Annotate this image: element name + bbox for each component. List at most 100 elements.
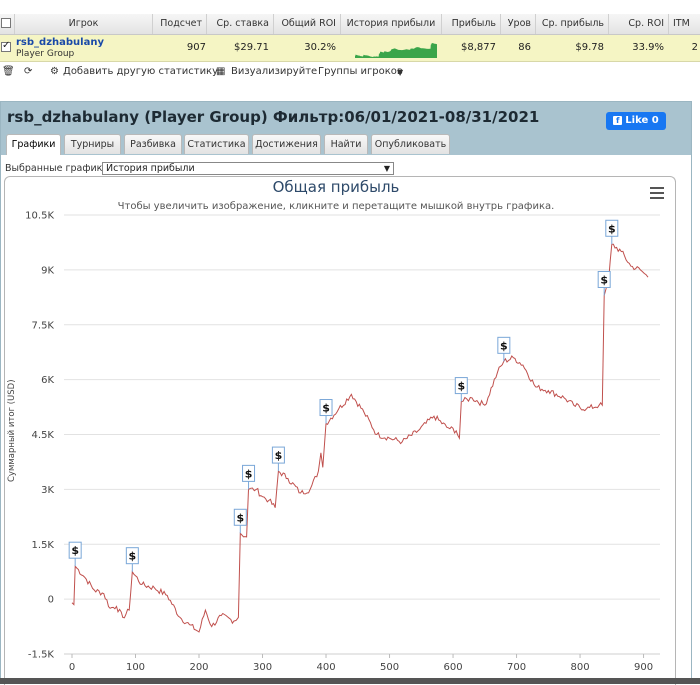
flag-box [319, 399, 333, 417]
tab-charts[interactable]: Графики [6, 134, 61, 155]
x-tick-label: 300 [253, 662, 272, 673]
player-panel: rsb_dzhabulany (Player Group) Фильтр:06/… [0, 101, 692, 685]
header-avg-profit[interactable]: Ср. прибыль [535, 14, 608, 34]
visualize-link[interactable]: Визуализируйте [231, 66, 318, 77]
profit-cell: $8,877 [461, 42, 496, 53]
x-tick-label: 100 [126, 662, 145, 673]
header-total-roi[interactable]: Общий ROI [273, 14, 340, 34]
player-group-label: Player Group [16, 49, 75, 59]
table-toolbar: 🗑 ⟳ ⚙ Добавить другую статистику ▦ Визуа… [0, 63, 700, 81]
header-avg-roi[interactable]: Ср. ROI [608, 14, 668, 34]
level-cell: 86 [518, 42, 531, 53]
header-count[interactable]: Подсчет [152, 14, 206, 34]
header-itm[interactable]: ITM [668, 14, 700, 34]
x-tick-label: 600 [443, 662, 462, 673]
chart-title: Общая прибыль [272, 178, 400, 196]
flag-box [242, 464, 256, 482]
dollar-flag-marker[interactable]: $ [597, 270, 611, 296]
selected-charts-label: Выбранные графики: [5, 163, 112, 174]
flag-label: $ [245, 467, 253, 480]
chart-container [4, 176, 676, 685]
tab-tournaments[interactable]: Турниры [64, 134, 121, 154]
flag-box [125, 547, 139, 565]
x-tick-label: 900 [634, 662, 653, 673]
y-tick-label: 9K [41, 265, 54, 276]
dollar-flag-marker[interactable]: $ [242, 464, 256, 490]
tab-find[interactable]: Найти [324, 134, 368, 154]
itm-cell: 2 [691, 42, 698, 53]
trash-icon[interactable]: 🗑 [2, 66, 15, 77]
y-tick-label: -1.5K [28, 650, 55, 661]
like-label: Like 0 [625, 115, 659, 126]
profit-line [71, 243, 649, 633]
add-stats-link[interactable]: Добавить другую статистику [63, 66, 219, 77]
sparkline-area [355, 43, 437, 58]
flag-label: $ [322, 402, 330, 415]
dollar-flag-marker[interactable]: $ [497, 336, 511, 362]
player-name-link[interactable]: rsb_dzhabulany [16, 37, 104, 48]
flag-box [271, 446, 285, 464]
y-tick-label: 0 [48, 595, 54, 606]
x-tick-label: 700 [507, 662, 526, 673]
x-axis-ticks: 0 100 200 300 400 500 600 700 800 900 [69, 654, 653, 673]
refresh-icon[interactable]: ⟳ [24, 66, 33, 77]
header-avg-stake[interactable]: Ср. ставка [206, 14, 273, 34]
dollar-flag-marker[interactable]: $ [454, 377, 468, 402]
y-tick-label: 7.5K [32, 320, 55, 331]
y-tick-label: 6K [41, 375, 54, 386]
tab-breakdown[interactable]: Разбивка [124, 134, 182, 154]
header-profit[interactable]: Прибыль [441, 14, 500, 34]
player-groups-dropdown[interactable]: Группы игроков [318, 66, 403, 77]
stats-table: Игрок Подсчет Ср. ставка Общий ROI Истор… [0, 14, 700, 62]
dollar-flag-marker[interactable]: $ [233, 508, 247, 534]
dollar-flag-marker[interactable]: $ [605, 219, 619, 245]
flag-label: $ [608, 222, 616, 235]
flag-box [605, 219, 619, 237]
chevron-down-icon[interactable]: ▼ [397, 68, 404, 77]
x-tick-label: 200 [189, 662, 208, 673]
dollar-flag-marker[interactable]: $ [125, 547, 139, 572]
flag-box [233, 508, 247, 526]
panel-title: rsb_dzhabulany (Player Group) Фильтр:06/… [7, 108, 540, 126]
y-tick-label: 1.5K [32, 540, 55, 551]
flag-markers: $ $ $ $ $ $ $ $ $ $ [68, 219, 619, 572]
y-axis-ticks: -1.5K 0 1.5K 3K 4.5K 6K 7.5K 9K 10.5K [25, 211, 54, 661]
count-cell: 907 [186, 42, 206, 53]
y-tick-label: 3K [41, 485, 54, 496]
x-tick-label: 0 [69, 662, 75, 673]
y-tick-label: 10.5K [25, 211, 54, 222]
row-checkbox[interactable] [1, 40, 11, 52]
tab-statistics[interactable]: Статистика [184, 134, 249, 154]
flag-label: $ [500, 339, 508, 352]
facebook-icon: f [613, 116, 623, 125]
selected-chart-select[interactable]: История прибыли ▼ [102, 162, 394, 175]
flag-box [68, 541, 82, 559]
flag-box [597, 270, 611, 288]
tab-publish[interactable]: Опубликовать [371, 134, 450, 154]
add-stats-icon: ⚙ [50, 66, 59, 77]
facebook-like-button[interactable]: f Like 0 [606, 112, 666, 130]
flag-label: $ [600, 273, 608, 286]
tab-achievements[interactable]: Достижения [252, 134, 321, 154]
chart-subtitle: Чтобы увеличить изображение, кликните и … [117, 201, 555, 212]
panel-header: rsb_dzhabulany (Player Group) Фильтр:06/… [1, 102, 691, 155]
dollar-flag-marker[interactable]: $ [68, 541, 82, 567]
flag-label: $ [275, 449, 283, 462]
dollar-flag-marker[interactable]: $ [319, 399, 333, 424]
chart-grid [64, 214, 660, 655]
flag-label: $ [236, 511, 244, 524]
x-tick-label: 800 [571, 662, 590, 673]
flag-label: $ [457, 380, 465, 393]
table-row[interactable]: rsb_dzhabulany Player Group 907 $29.71 3… [0, 35, 700, 62]
dollar-flag-marker[interactable]: $ [271, 446, 285, 472]
header-level[interactable]: Уров [500, 14, 535, 34]
x-tick-label: 400 [316, 662, 335, 673]
selected-chart-value: История прибыли [106, 163, 195, 174]
avg-roi-cell: 33.9% [632, 42, 664, 53]
header-player[interactable]: Игрок [14, 14, 152, 34]
chart-icon: ▦ [216, 66, 226, 77]
chart-menu-icon[interactable] [650, 187, 664, 202]
header-profit-history[interactable]: История прибыли [340, 14, 441, 34]
select-all-checkbox[interactable] [1, 18, 11, 28]
